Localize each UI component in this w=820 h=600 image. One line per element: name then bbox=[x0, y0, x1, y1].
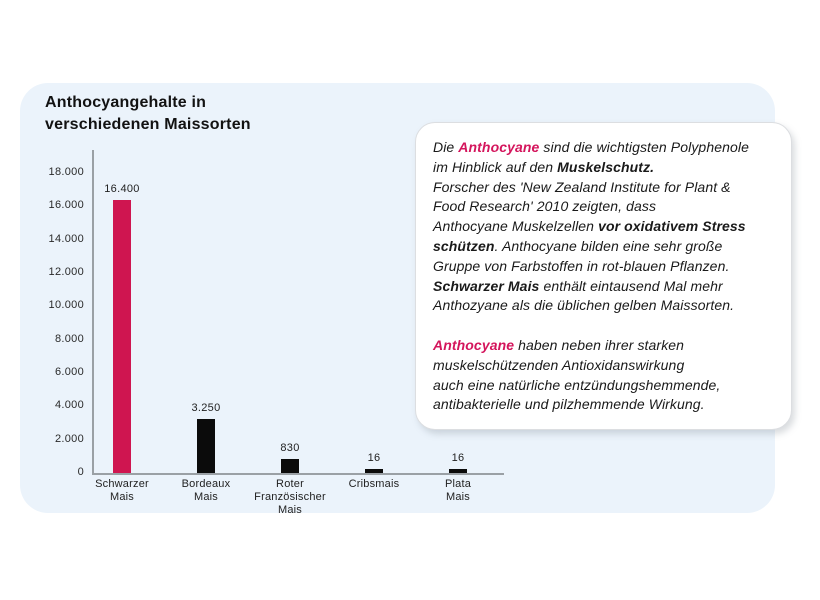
note-line: schützen. Anthocyane bilden eine sehr gr… bbox=[433, 237, 777, 257]
note-text-segment: schützen bbox=[433, 237, 495, 254]
note-text-segment: Schwarzer Mais bbox=[433, 277, 540, 294]
note-text-segment: Die bbox=[433, 139, 459, 155]
note-line: Anthozyane als die üblichen gelben Maiss… bbox=[433, 296, 777, 316]
note-text-segment: haben neben ihrer starken bbox=[514, 336, 685, 353]
note-text-segment: antibakterielle und pilzhemmende Wirkung… bbox=[433, 396, 705, 413]
note-text-segment: sind die wichtigsten Polyphenole bbox=[539, 139, 749, 155]
note-line: muskelschützenden Antioxidanswirkung bbox=[433, 356, 777, 376]
note-text-segment: . Anthocyane bilden eine sehr große bbox=[494, 237, 723, 254]
note-line: Die Anthocyane sind die wichtigsten Poly… bbox=[433, 138, 777, 158]
note-text-segment: enthält eintausend Mal mehr bbox=[539, 277, 723, 294]
note-lines: Die Anthocyane sind die wichtigsten Poly… bbox=[433, 138, 777, 415]
note-text-segment: auch eine natürliche entzündungshemmende… bbox=[433, 376, 721, 393]
note-text-segment: Forscher des 'New Zealand Institute for … bbox=[433, 178, 731, 195]
note-text-segment: muskelschützenden Antioxidanswirkung bbox=[433, 356, 685, 373]
note-text-segment: Anthocyane bbox=[458, 139, 540, 155]
note-line: Gruppe von Farbstoffen in rot-blauen Pfl… bbox=[433, 257, 777, 277]
note-text-segment: vor oxidativem Stress bbox=[598, 218, 746, 235]
note-line: Schwarzer Mais enthält eintausend Mal me… bbox=[433, 277, 777, 297]
note-line: Food Research' 2010 zeigten, dass bbox=[433, 197, 777, 217]
chart-title: Anthocyangehalte in verschiedenen Maisso… bbox=[45, 94, 251, 133]
note-card: Die Anthocyane sind die wichtigsten Poly… bbox=[415, 122, 792, 430]
note-line: Anthocyane haben neben ihrer starken bbox=[433, 336, 777, 356]
note-text-segment: Anthozyane als die üblichen gelben Maiss… bbox=[433, 297, 735, 314]
note-text-segment: Food Research' 2010 zeigten, dass bbox=[433, 198, 657, 215]
note-text-segment: im Hinblick auf den bbox=[433, 158, 558, 175]
note-text-segment: Anthocyane bbox=[433, 336, 515, 353]
note-text-segment: Gruppe von Farbstoffen in rot-blauen Pfl… bbox=[433, 257, 730, 274]
note-line: im Hinblick auf den Muskelschutz. bbox=[433, 158, 777, 178]
note-text-segment: Muskelschutz. bbox=[557, 158, 655, 175]
note-line: auch eine natürliche entzündungshemmende… bbox=[433, 376, 777, 396]
note-text-segment: Anthocyane Muskelzellen bbox=[433, 218, 599, 235]
note-line: antibakterielle und pilzhemmende Wirkung… bbox=[433, 395, 777, 415]
note-line: Forscher des 'New Zealand Institute for … bbox=[433, 178, 777, 198]
note-line bbox=[433, 316, 777, 336]
note-line: Anthocyane Muskelzellen vor oxidativem S… bbox=[433, 217, 777, 237]
